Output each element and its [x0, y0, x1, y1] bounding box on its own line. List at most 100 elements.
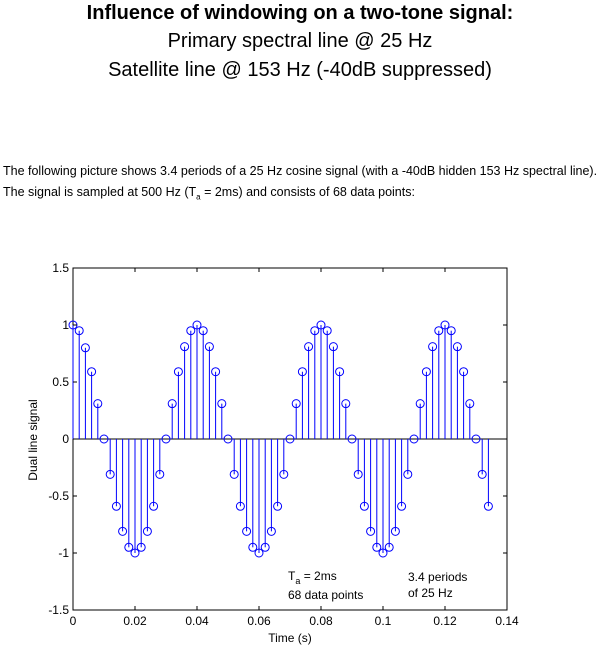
- stem-marker: [335, 367, 345, 377]
- stem-marker: [347, 434, 357, 444]
- stem-marker: [229, 469, 239, 479]
- stem-marker: [322, 326, 332, 336]
- stem-marker: [142, 526, 152, 536]
- stem-marker: [248, 542, 258, 552]
- page-subtitle-satellite: Satellite line @ 153 Hz (-40dB suppresse…: [108, 59, 492, 81]
- stem-marker: [136, 542, 146, 552]
- x-tick-label: 0.14: [495, 614, 519, 628]
- stem-marker: [434, 326, 444, 336]
- x-tick-label: 0.02: [123, 614, 147, 628]
- stem-marker: [477, 469, 487, 479]
- stem-marker: [254, 548, 264, 558]
- sampling-annotation: Ta = 2ms: [288, 569, 337, 586]
- stem-marker: [378, 548, 388, 558]
- stem-marker: [452, 342, 462, 352]
- y-tick-label: -1: [58, 546, 69, 560]
- y-axis-label: Dual line signal: [26, 399, 40, 480]
- stem-marker: [316, 320, 326, 330]
- y-tick-label: 1: [62, 318, 69, 332]
- stem-marker: [483, 501, 493, 511]
- stem-marker: [384, 542, 394, 552]
- stem-marker: [366, 526, 376, 536]
- description-subscript: a: [196, 192, 201, 202]
- stem-marker: [266, 526, 276, 536]
- stem-marker: [198, 326, 208, 336]
- stem-marker: [440, 320, 450, 330]
- points-annotation: 68 data points: [288, 588, 363, 602]
- sampling-annotation-value: = 2ms: [300, 569, 336, 583]
- x-tick-label: 0.1: [375, 614, 392, 628]
- stem-marker: [180, 342, 190, 352]
- stem-marker: [80, 343, 90, 353]
- sampling-annotation-sub: a: [295, 576, 300, 586]
- page-subtitle-primary: Primary spectral line @ 25 Hz: [167, 30, 433, 52]
- stem-marker: [242, 526, 252, 536]
- stem-marker: [93, 399, 103, 409]
- stem-marker: [273, 501, 283, 511]
- stem-marker: [341, 399, 351, 409]
- stem-marker: [390, 526, 400, 536]
- x-tick-label: 0.04: [185, 614, 209, 628]
- periods-annotation-line2: of 25 Hz: [408, 586, 453, 600]
- stem-marker: [217, 399, 227, 409]
- stem-marker: [161, 434, 171, 444]
- stem-marker: [149, 501, 159, 511]
- stem-marker: [192, 320, 202, 330]
- y-tick-label: 0.5: [52, 375, 69, 389]
- stem-marker: [465, 399, 475, 409]
- x-tick-label: 0.08: [309, 614, 333, 628]
- stem-marker: [167, 399, 177, 409]
- stem-marker: [204, 342, 214, 352]
- x-tick-label: 0.06: [247, 614, 271, 628]
- y-tick-label: 0: [62, 432, 69, 446]
- stem-marker: [310, 326, 320, 336]
- stem-marker: [118, 526, 128, 536]
- stem-marker: [291, 399, 301, 409]
- stem-marker: [235, 501, 245, 511]
- y-tick-label: -0.5: [48, 489, 69, 503]
- stem-marker: [471, 434, 481, 444]
- description-text-1: The following picture shows 3.4 periods …: [3, 164, 598, 199]
- y-tick-label: -1.5: [48, 603, 69, 617]
- stem-marker: [99, 434, 109, 444]
- stem-marker: [421, 367, 431, 377]
- stem-marker: [279, 469, 289, 479]
- stem-marker: [353, 469, 363, 479]
- ticks-group: 0 0.02 0.04 0.06 0.08 0.1 0.12 0.14 -1.5 -1 -0.5 0 0…: [48, 261, 519, 628]
- stem-marker: [260, 542, 270, 552]
- stem-marker: [173, 367, 183, 377]
- stem-marker: [87, 367, 97, 377]
- stems-group: [68, 320, 507, 558]
- stem-marker: [403, 469, 413, 479]
- periods-annotation-line1: 3.4 periods: [408, 570, 467, 584]
- x-tick-label: 0: [70, 614, 77, 628]
- stem-marker: [304, 342, 314, 352]
- description-text-2: = 2ms) and consists of 68 data points:: [200, 185, 415, 199]
- page-title: Influence of windowing on a two-tone sig…: [86, 2, 514, 24]
- stem-marker: [130, 548, 140, 558]
- stem-marker: [409, 434, 419, 444]
- x-axis-label: Time (s): [268, 631, 312, 645]
- stem-marker: [428, 342, 438, 352]
- x-tick-label: 0.12: [433, 614, 457, 628]
- stem-marker: [74, 326, 84, 336]
- stem-marker: [372, 542, 382, 552]
- description-paragraph: The following picture shows 3.4 periods …: [3, 161, 599, 208]
- stem-marker: [111, 501, 121, 511]
- sampling-annotation-t: T: [288, 569, 296, 583]
- stem-marker: [155, 469, 165, 479]
- stem-marker: [211, 367, 221, 377]
- stem-marker: [397, 501, 407, 511]
- stem-marker: [446, 326, 456, 336]
- stem-marker: [415, 399, 425, 409]
- stem-marker: [459, 367, 469, 377]
- stem-marker: [285, 434, 295, 444]
- stem-marker: [297, 367, 307, 377]
- stem-marker: [359, 501, 369, 511]
- stem-marker: [186, 326, 196, 336]
- stem-marker: [124, 542, 134, 552]
- stem-marker: [223, 434, 233, 444]
- stem-marker: [328, 342, 338, 352]
- y-tick-label: 1.5: [52, 261, 69, 275]
